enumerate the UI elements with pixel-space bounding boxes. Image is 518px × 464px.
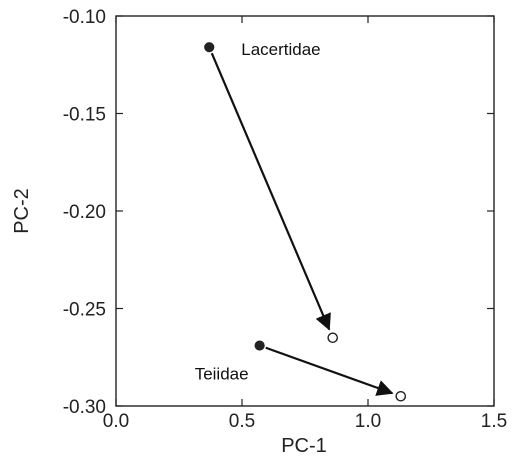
x-tick-label: 0.5 xyxy=(229,411,255,432)
y-axis-title: PC-2 xyxy=(11,188,33,234)
lacertidae-label: Lacertidae xyxy=(241,40,320,59)
y-tick-label: -0.15 xyxy=(63,105,106,126)
x-tick-label: 1.0 xyxy=(355,411,381,432)
plot-area xyxy=(115,15,495,407)
lacertidae-start-point xyxy=(204,42,215,53)
teiidae-arrow xyxy=(265,346,394,396)
y-tick-label: -0.30 xyxy=(63,397,106,418)
y-tick-label: -0.25 xyxy=(63,300,106,321)
teiidae-start-point xyxy=(254,340,265,351)
plot-frame xyxy=(115,15,495,407)
teiidae-end-point xyxy=(395,390,407,402)
axes: 0.0 0.5 1.0 1.5 -0.10 -0.15 -0.20 -0.25 -0.30 xyxy=(63,7,508,432)
x-tick-label: 0.0 xyxy=(103,411,129,432)
x-tick-label: 1.5 xyxy=(481,411,507,432)
lacertidae-end-point xyxy=(327,332,339,344)
chart-marks: Lacertidae Teiidae xyxy=(195,40,407,402)
x-axis-title: PC-1 xyxy=(281,435,327,457)
y-tick-label: -0.10 xyxy=(63,7,106,28)
teiidae-label: Teiidae xyxy=(195,365,249,384)
y-tick-label: -0.20 xyxy=(63,202,106,223)
lacertidae-arrow xyxy=(210,52,331,331)
